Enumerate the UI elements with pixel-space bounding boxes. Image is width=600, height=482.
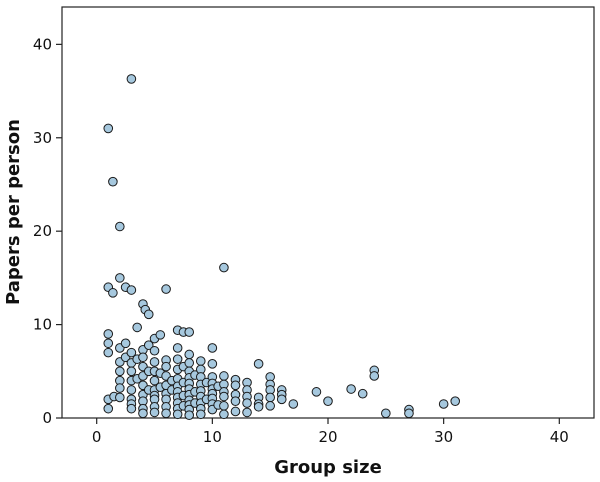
data-point [126,366,137,377]
data-point [108,288,118,298]
data-point [276,394,287,405]
data-point [265,392,275,403]
data-point [143,340,154,350]
data-point [172,409,183,420]
data-point [161,284,171,294]
data-point [265,401,275,411]
x-tick-label: 10 [203,428,222,446]
x-tick-label: 40 [550,428,569,446]
data-point [195,356,206,366]
data-point [207,359,218,369]
data-point [230,406,241,417]
data-point [230,396,241,406]
data-point [161,408,171,419]
data-point [369,371,380,381]
data-point [126,347,137,358]
data-point [288,399,299,409]
data-point [115,383,125,393]
data-point [219,391,229,402]
data-point [184,349,195,360]
data-point [115,221,125,232]
data-point [138,408,148,419]
data-point [219,262,229,273]
data-point [172,343,183,353]
data-point [126,74,137,84]
y-tick-label: 10 [33,316,52,334]
data-point [161,361,171,372]
data-point [184,327,195,337]
y-axis-title: Papers per person [3,119,24,305]
data-point [195,409,206,420]
data-point [120,338,131,349]
data-point [450,396,461,406]
data-point [149,407,160,418]
axis-ticks: 0 10 20 30 40 0 10 20 30 40 [33,35,569,446]
x-tick-label: 30 [434,428,453,446]
x-axis-title: Group size [274,457,382,478]
data-point [219,371,229,381]
y-tick-label: 20 [33,222,52,240]
data-point [149,357,160,367]
data-point [103,338,114,349]
data-point [346,384,356,394]
y-tick-label: 30 [33,129,52,147]
data-point [172,354,183,364]
data-points [103,74,461,420]
data-point [108,176,118,187]
data-point [219,401,229,411]
data-point [184,410,195,420]
data-point [115,273,125,283]
data-point [242,398,252,408]
data-point [381,408,391,419]
y-tick-label: 0 [42,409,52,427]
x-tick-label: 20 [318,428,337,446]
data-point [149,345,160,356]
data-point [143,309,154,320]
data-point [253,401,264,412]
data-point [103,123,114,134]
data-point [311,387,322,397]
data-point [184,358,195,368]
data-point [219,409,229,420]
data-point [242,407,252,418]
data-point [230,380,241,391]
data-point [103,403,114,414]
data-point [103,347,114,358]
data-point [253,359,264,369]
data-point [357,388,368,399]
data-point [132,322,142,333]
data-point [126,385,137,395]
data-point [103,329,114,339]
y-tick-label: 40 [33,35,52,53]
data-point [115,366,125,377]
data-point [404,408,414,419]
data-point [323,396,333,406]
data-point [207,343,218,353]
data-point [126,403,137,414]
data-point [155,330,166,340]
data-point [438,399,449,409]
data-point [149,375,160,386]
data-point [126,285,137,295]
data-point [115,392,125,403]
data-point [138,352,148,363]
x-tick-label: 0 [92,428,102,446]
